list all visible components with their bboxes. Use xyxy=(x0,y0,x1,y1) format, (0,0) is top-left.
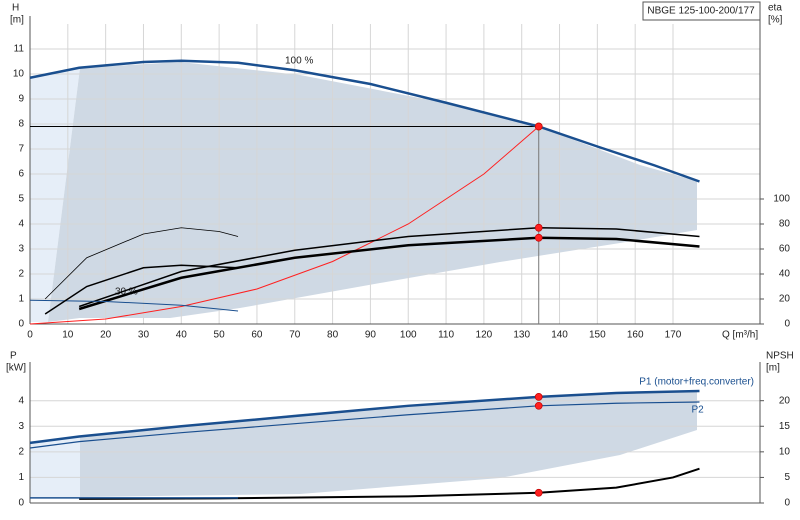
y2-tick-label: 60 xyxy=(779,244,791,255)
duty-point xyxy=(534,393,543,401)
x-tick-label: 0 xyxy=(27,330,33,341)
title-box xyxy=(642,1,761,21)
annotation: 100 % xyxy=(285,56,313,67)
duty-point xyxy=(534,401,543,410)
y-tick-label: 9 xyxy=(18,94,24,105)
x-tick-label: 60 xyxy=(251,330,263,341)
y-axis-label: H xyxy=(12,3,19,14)
y2-tick-label: 15 xyxy=(779,421,791,432)
series-line xyxy=(78,226,700,308)
y-tick-label: 2 xyxy=(18,446,24,457)
x-tick-label: 130 xyxy=(513,330,530,341)
y2-axis-label: eta xyxy=(768,3,782,14)
x-tick-label: 100 xyxy=(400,330,417,341)
y2-tick-label: 80 xyxy=(779,219,791,230)
x-tick-label: 90 xyxy=(365,330,377,341)
x-tick-label: 170 xyxy=(665,330,682,341)
series-line xyxy=(44,227,239,300)
y-tick-label: 2 xyxy=(18,269,24,280)
y2-tick-label: 100 xyxy=(773,194,790,205)
series-label: P2 xyxy=(691,405,704,416)
y-tick-label: 0 xyxy=(18,319,24,330)
series-line xyxy=(29,389,700,445)
series-label: P1 (motor+freq.converter) xyxy=(639,377,754,388)
shade-light xyxy=(30,437,80,497)
duty-point xyxy=(534,122,543,131)
duty-point xyxy=(534,223,543,232)
series-line xyxy=(29,299,239,312)
x-tick-label: 70 xyxy=(289,330,301,341)
y-tick-label: 5 xyxy=(18,194,24,205)
series-line xyxy=(29,401,700,449)
y-tick-label: 4 xyxy=(18,395,24,406)
x-tick-label: 150 xyxy=(589,330,606,341)
y-axis-unit: [m] xyxy=(10,15,24,26)
x-tick-label: 40 xyxy=(176,330,188,341)
x-tick-label: 110 xyxy=(438,330,454,341)
x-tick-label: 160 xyxy=(627,330,644,341)
y2-tick-label: 0 xyxy=(784,498,790,509)
y-axis-unit: [kW] xyxy=(6,363,26,374)
x-tick-label: 10 xyxy=(62,330,74,341)
x-tick-label: 80 xyxy=(327,330,339,341)
y-tick-label: 7 xyxy=(18,144,24,155)
x-tick-label: 20 xyxy=(100,330,112,341)
y2-axis-unit: [%] xyxy=(768,15,783,26)
chart-title: NBGE 125-100-200/177 xyxy=(647,6,755,17)
series-line xyxy=(78,236,700,311)
y-tick-label: 1 xyxy=(18,472,24,483)
y2-axis-label: NPSH xyxy=(766,351,794,362)
x-axis-label: Q [m³/h] xyxy=(722,330,758,341)
y2-tick-label: 20 xyxy=(779,395,791,406)
y-axis-label: P xyxy=(10,351,17,362)
y2-tick-label: 20 xyxy=(779,294,791,305)
series-line xyxy=(29,59,700,183)
y-tick-label: 3 xyxy=(18,244,24,255)
duty-point xyxy=(534,233,543,242)
y-tick-label: 0 xyxy=(18,498,24,509)
shade-bottom xyxy=(80,390,697,497)
x-tick-label: 50 xyxy=(214,330,226,341)
y2-tick-label: 40 xyxy=(779,269,791,280)
x-tick-label: 30 xyxy=(138,330,150,341)
series-line xyxy=(29,126,540,325)
y2-tick-label: 0 xyxy=(784,319,790,330)
y-tick-label: 6 xyxy=(18,169,24,180)
y2-tick-label: 10 xyxy=(779,446,791,457)
annotation: 30 % xyxy=(115,287,138,298)
y-tick-label: 10 xyxy=(13,69,25,80)
series-line xyxy=(44,264,239,315)
y-tick-label: 3 xyxy=(18,421,24,432)
y2-tick-label: 5 xyxy=(784,472,790,483)
x-tick-label: 120 xyxy=(476,330,493,341)
duty-point xyxy=(534,488,543,497)
y-tick-label: 11 xyxy=(14,44,25,55)
y-tick-label: 4 xyxy=(18,219,24,230)
y-tick-label: 1 xyxy=(18,294,24,305)
x-tick-label: 140 xyxy=(551,330,568,341)
y-tick-label: 8 xyxy=(18,119,24,130)
y2-axis-unit: [m] xyxy=(766,363,780,374)
